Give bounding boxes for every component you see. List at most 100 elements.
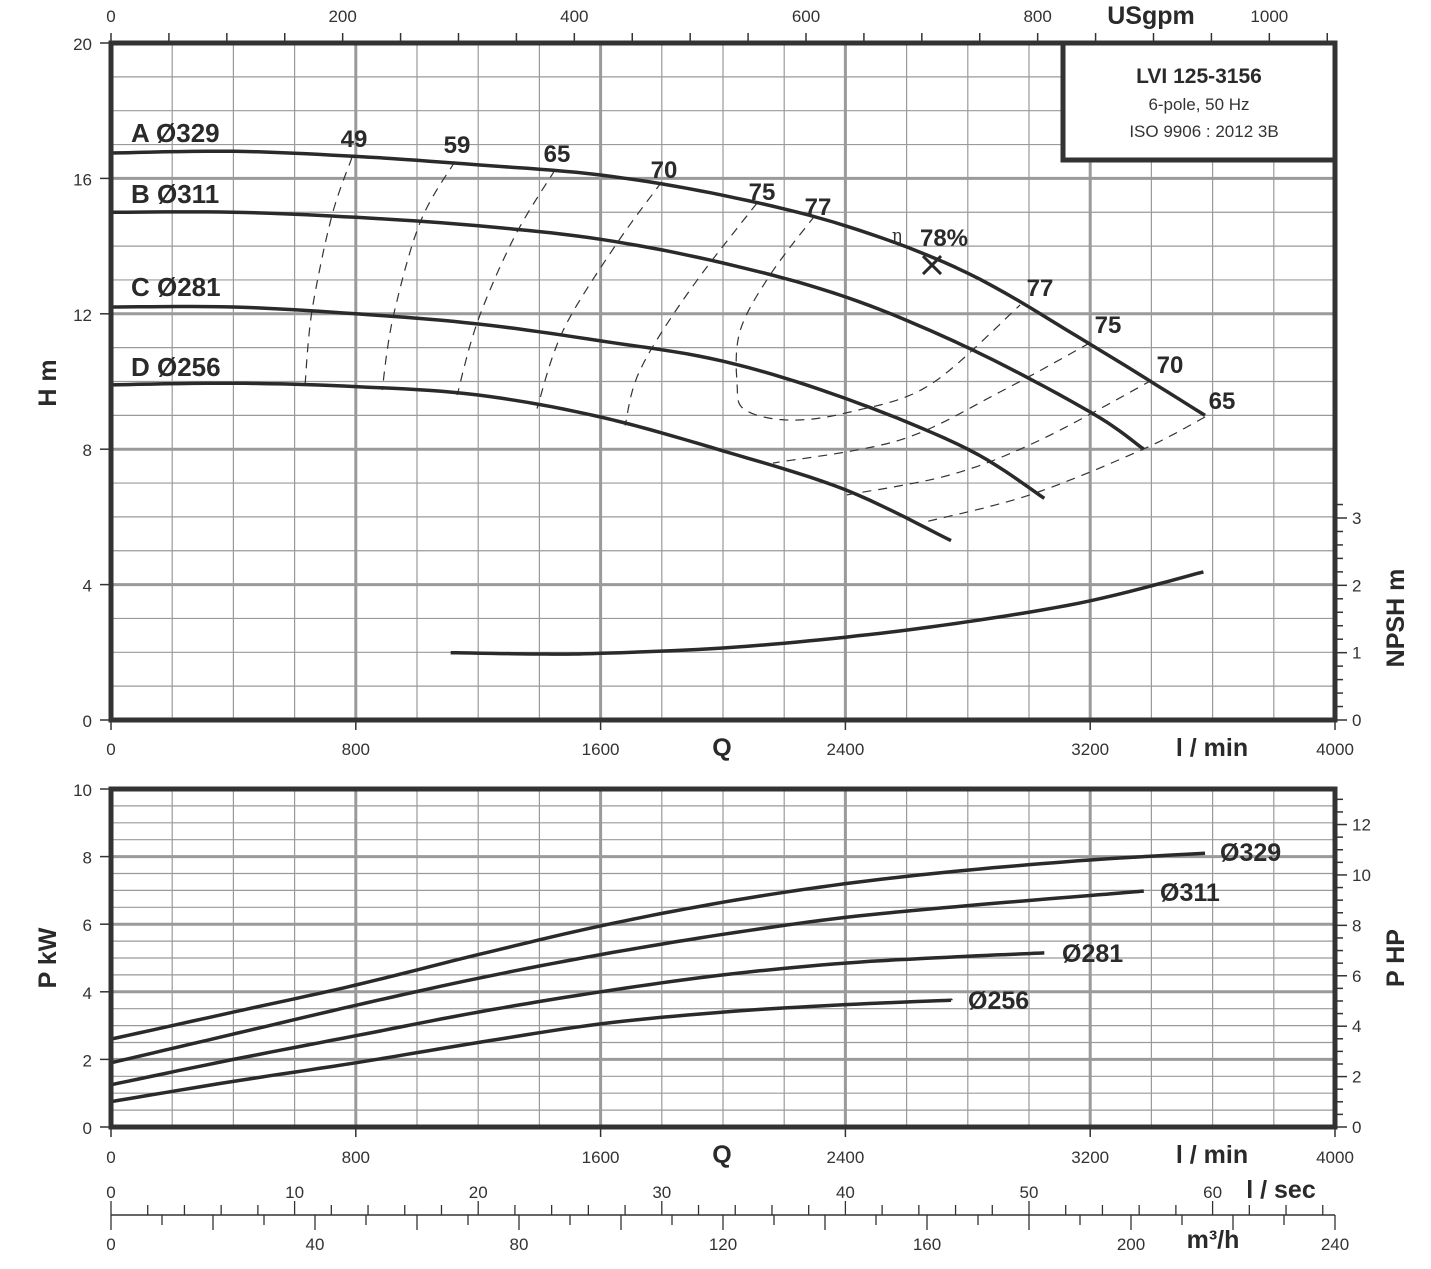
npsh-axis-title: NPSH m (1382, 569, 1410, 668)
efficiency-label: 70 (651, 157, 678, 184)
h-tick-label: 20 (73, 35, 92, 54)
lsec-tick-label: 20 (469, 1183, 488, 1202)
q-axis-title: Q (712, 1141, 731, 1169)
npsh-tick-label: 3 (1352, 509, 1361, 528)
npsh-tick-label: 1 (1352, 644, 1361, 663)
power-curve-label: Ø281 (1062, 940, 1123, 968)
efficiency-contour-65 (456, 169, 556, 396)
efficiency-label: 77 (805, 194, 832, 221)
efficiency-contour-70 (846, 379, 1153, 496)
p-tick-label: 4 (83, 984, 92, 1003)
usgpm-tick-label: 0 (106, 7, 115, 26)
lsec-tick-label: 60 (1203, 1183, 1222, 1202)
efficiency-label: 65 (544, 141, 571, 168)
h-axis-title: H m (34, 359, 62, 406)
npsh-curve (450, 570, 1204, 656)
info-box (1060, 40, 1338, 163)
efficiency-label: 75 (749, 179, 776, 206)
q-tick-label: 3200 (1071, 740, 1109, 759)
head-curve-b (110, 210, 1145, 451)
q-tick-label: 4000 (1316, 1148, 1354, 1167)
hp-tick-label: 4 (1352, 1017, 1361, 1036)
h-tick-label: 4 (83, 577, 92, 596)
efficiency-contour-75 (624, 202, 758, 426)
h-tick-label: 16 (73, 170, 92, 189)
efficiency-contour-77 (735, 215, 1021, 421)
info-box-standard: ISO 9906 : 2012 3B (1129, 122, 1278, 141)
lsec-tick-label: 50 (1020, 1183, 1039, 1202)
q-tick-label: 0 (106, 740, 115, 759)
q-tick-label: 0 (106, 1148, 115, 1167)
efficiency-contour-59 (381, 161, 456, 391)
lmin-axis-title: l / min (1176, 734, 1248, 762)
power-chart-frame (108, 786, 1338, 1130)
q-tick-label: 3200 (1071, 1148, 1109, 1167)
efficiency-eta-symbol: η (892, 226, 902, 246)
m3h-tick-label: 40 (306, 1235, 325, 1254)
h-tick-label: 12 (73, 306, 92, 325)
q-axis-title: Q (712, 734, 731, 762)
p-tick-label: 8 (83, 849, 92, 868)
lmin-axis-title: l / min (1176, 1141, 1248, 1169)
q-tick-label: 4000 (1316, 740, 1354, 759)
efficiency-label: 77 (1027, 275, 1054, 302)
hp-tick-label: 0 (1352, 1118, 1361, 1137)
efficiency-label: 75 (1095, 312, 1122, 339)
usgpm-tick-label: 400 (560, 7, 588, 26)
hp-tick-label: 6 (1352, 967, 1361, 986)
p-axis-title: P kW (34, 927, 62, 988)
lsec-tick-label: 30 (652, 1183, 671, 1202)
head-curve-c (111, 304, 1046, 500)
power-curve-d329 (110, 851, 1206, 1041)
head-curve-label: A Ø329 (131, 118, 220, 148)
efficiency-contour-49 (304, 156, 353, 385)
lsec-tick-label: 0 (106, 1183, 115, 1202)
efficiency-label: 59 (444, 132, 471, 159)
hp-tick-label: 12 (1352, 816, 1371, 835)
q-tick-label: 2400 (826, 740, 864, 759)
usgpm-tick-label: 600 (792, 7, 820, 26)
p-tick-label: 0 (83, 1119, 92, 1138)
efficiency-contour-75 (772, 342, 1091, 464)
info-box-title: LVI 125-3156 (1136, 65, 1262, 88)
bep-efficiency-label: 78% (920, 225, 968, 252)
power-curve-label: Ø311 (1160, 879, 1220, 907)
lsec-tick-label: 40 (836, 1183, 855, 1202)
hp-tick-label: 10 (1352, 866, 1371, 885)
p-tick-label: 10 (73, 781, 92, 800)
npsh-tick-label: 0 (1352, 711, 1361, 730)
efficiency-contour-70 (536, 181, 663, 409)
power-curve-label: Ø256 (968, 987, 1029, 1015)
p-tick-label: 6 (83, 916, 92, 935)
m3h-tick-label: 160 (913, 1235, 941, 1254)
efficiency-label: 65 (1209, 388, 1236, 415)
head-curve-label: D Ø256 (131, 352, 221, 382)
power-curve-label: Ø329 (1220, 839, 1281, 867)
h-tick-label: 0 (83, 712, 92, 731)
head-curve-d (110, 381, 952, 543)
m3h-tick-label: 120 (709, 1235, 737, 1254)
usgpm-axis-title: USgpm (1107, 2, 1195, 30)
head-curve-label: C Ø281 (131, 272, 221, 302)
p-tick-label: 2 (83, 1051, 92, 1070)
power-curve-d311 (110, 889, 1144, 1065)
h-tick-label: 8 (83, 441, 92, 460)
power-curve-d281 (110, 951, 1045, 1087)
usgpm-tick-label: 800 (1023, 7, 1051, 26)
usgpm-tick-label: 1000 (1250, 7, 1288, 26)
bep-marker (921, 254, 943, 276)
m3h-tick-label: 80 (510, 1235, 529, 1254)
usgpm-tick-label: 200 (328, 7, 356, 26)
info-box-subtitle: 6-pole, 50 Hz (1148, 95, 1249, 114)
lsec-tick-label: 10 (285, 1183, 304, 1202)
head-curve-a (110, 149, 1206, 417)
head-curve-label: B Ø311 (131, 179, 219, 209)
npsh-tick-label: 2 (1352, 576, 1361, 595)
q-tick-label: 2400 (826, 1148, 864, 1167)
power-curve-d256 (110, 998, 953, 1104)
head-chart-frame (108, 40, 1338, 723)
efficiency-contour-65 (924, 416, 1206, 523)
php-axis-title: P HP (1382, 929, 1410, 987)
q-tick-label: 1600 (582, 740, 620, 759)
